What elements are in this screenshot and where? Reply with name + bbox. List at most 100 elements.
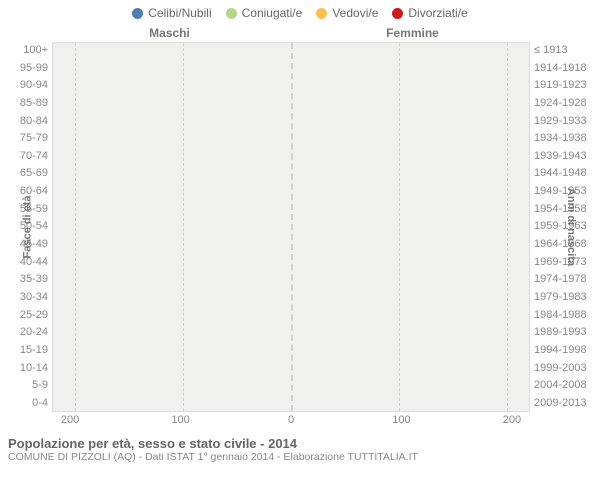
age-label: 30-34	[4, 289, 48, 306]
male-half	[53, 201, 291, 219]
pyramid-row	[53, 236, 529, 254]
legend-item: Vedovi/e	[316, 6, 378, 20]
male-half	[53, 148, 291, 166]
pyramid-row	[53, 271, 529, 289]
male-half	[53, 253, 291, 271]
pyramid-row	[53, 131, 529, 149]
male-half	[53, 218, 291, 236]
male-half	[53, 376, 291, 394]
legend-label: Divorziati/e	[408, 6, 467, 20]
pyramid-row	[53, 288, 529, 306]
age-label: 35-39	[4, 271, 48, 288]
male-half	[53, 61, 291, 79]
age-label: 85-89	[4, 95, 48, 112]
x-axis: 2001000100200	[0, 412, 600, 430]
grid-line	[399, 43, 400, 411]
female-half	[291, 166, 529, 184]
birth-year-label: 1979-1983	[534, 289, 596, 306]
x-tick-label: 100	[392, 414, 410, 426]
x-ticks: 2001000100200	[48, 412, 534, 430]
legend-swatch	[316, 8, 327, 19]
legend-item: Coniugati/e	[226, 6, 303, 20]
female-half	[291, 113, 529, 131]
pyramid-row	[53, 43, 529, 61]
grid-line	[75, 43, 76, 411]
female-half	[291, 324, 529, 342]
birth-year-label: 1989-1993	[534, 324, 596, 341]
birth-year-label: 1939-1943	[534, 148, 596, 165]
pyramid-row	[53, 96, 529, 114]
legend-swatch	[226, 8, 237, 19]
legend-swatch	[392, 8, 403, 19]
female-half	[291, 394, 529, 412]
pyramid-row	[53, 183, 529, 201]
birth-year-label: 1944-1948	[534, 165, 596, 182]
age-label: 20-24	[4, 324, 48, 341]
birth-year-label: 1914-1918	[534, 60, 596, 77]
pyramid-row	[53, 394, 529, 412]
pyramid-row	[53, 359, 529, 377]
male-half	[53, 236, 291, 254]
male-half	[53, 131, 291, 149]
female-half	[291, 96, 529, 114]
female-half	[291, 61, 529, 79]
age-label: 15-19	[4, 342, 48, 359]
plot-area	[52, 42, 530, 412]
male-half	[53, 166, 291, 184]
pyramid-row	[53, 148, 529, 166]
pyramid-row	[53, 61, 529, 79]
pyramid-row	[53, 113, 529, 131]
grid-line	[183, 43, 184, 411]
male-half	[53, 78, 291, 96]
male-half	[53, 43, 291, 61]
male-half	[53, 394, 291, 412]
y-right-title: Anni di nascita	[565, 188, 577, 266]
birth-year-label: 1999-2003	[534, 360, 596, 377]
birth-year-label: 2009-2013	[534, 395, 596, 412]
birth-year-label: 1984-1988	[534, 307, 596, 324]
pyramid-row	[53, 341, 529, 359]
female-half	[291, 306, 529, 324]
footer-title: Popolazione per età, sesso e stato civil…	[8, 436, 592, 451]
birth-year-label: 1974-1978	[534, 271, 596, 288]
legend-item: Celibi/Nubili	[132, 6, 211, 20]
age-label: 65-69	[4, 165, 48, 182]
female-half	[291, 183, 529, 201]
male-half	[53, 183, 291, 201]
chart-footer: Popolazione per età, sesso e stato civil…	[0, 430, 600, 463]
pyramid-row	[53, 306, 529, 324]
pyramid-row	[53, 201, 529, 219]
gender-labels: Maschi Femmine	[0, 26, 600, 40]
age-label: 100+	[4, 42, 48, 59]
pyramid-row	[53, 324, 529, 342]
birth-year-label: 2004-2008	[534, 377, 596, 394]
female-half	[291, 201, 529, 219]
legend-label: Vedovi/e	[332, 6, 378, 20]
birth-year-label: 1994-1998	[534, 342, 596, 359]
female-heading: Femmine	[291, 26, 534, 40]
female-half	[291, 359, 529, 377]
age-label: 70-74	[4, 148, 48, 165]
birth-year-label: 1919-1923	[534, 77, 596, 94]
age-label: 5-9	[4, 377, 48, 394]
age-label: 95-99	[4, 60, 48, 77]
x-tick-label: 100	[171, 414, 189, 426]
male-half	[53, 288, 291, 306]
male-half	[53, 359, 291, 377]
x-tick-label: 0	[288, 414, 294, 426]
x-tick-label: 200	[503, 414, 521, 426]
male-half	[53, 96, 291, 114]
female-half	[291, 288, 529, 306]
pyramid-row	[53, 376, 529, 394]
female-half	[291, 43, 529, 61]
y-left-title: Fasce di età	[21, 196, 33, 259]
age-label: 75-79	[4, 130, 48, 147]
age-label: 10-14	[4, 360, 48, 377]
female-half	[291, 78, 529, 96]
male-heading: Maschi	[48, 26, 291, 40]
birth-year-label: 1924-1928	[534, 95, 596, 112]
female-half	[291, 236, 529, 254]
male-half	[53, 341, 291, 359]
grid-line	[507, 43, 508, 411]
male-half	[53, 324, 291, 342]
